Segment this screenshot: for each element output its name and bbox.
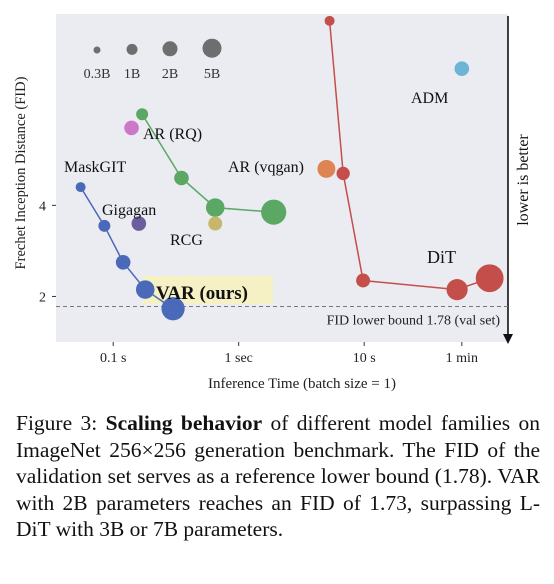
data-point <box>317 159 336 178</box>
reference-line-label: FID lower bound 1.78 (val set) <box>327 313 501 328</box>
caption-lead: Figure 3: <box>16 411 106 435</box>
scaling-chart: 0.1 s 1 sec 10 s 1 min 2 4 Inference Time (bat… <box>13 14 532 392</box>
data-point <box>336 166 350 181</box>
data-point <box>475 264 504 293</box>
size-legend-label: 0.3B <box>84 67 111 82</box>
data-point <box>136 108 149 121</box>
data-point <box>324 15 335 26</box>
x-tick-label: 1 min <box>446 351 478 366</box>
var-label-highlight <box>143 276 273 304</box>
data-point <box>205 198 225 217</box>
caption-bold: Scaling behavior <box>105 411 263 435</box>
data-point <box>75 182 86 193</box>
data-point <box>161 297 185 321</box>
x-axis-label: Inference Time (batch size = 1) <box>208 376 396 392</box>
data-point <box>124 120 139 136</box>
data-point <box>454 61 470 76</box>
data-point <box>208 216 223 231</box>
data-point <box>115 254 131 270</box>
data-point <box>135 280 155 299</box>
plot-background <box>56 14 508 342</box>
x-tick-label: 0.1 s <box>100 351 126 366</box>
data-point <box>261 199 287 225</box>
figure-caption: Figure 3: Scaling behavior of different … <box>16 410 540 543</box>
caption-text: of different model families on ImageNet … <box>16 411 540 541</box>
series-line <box>141 113 274 213</box>
chart-svg: 0.1 s 1 sec 10 s 1 min 2 4 Inference Time (bat… <box>13 14 532 392</box>
data-point <box>98 219 111 232</box>
series-label: DiT <box>427 247 456 267</box>
size-legend-label: 5B <box>204 67 220 82</box>
var-label: VAR (ours) <box>156 283 248 304</box>
y-axis-label: Frechet Inception Distance (FID) <box>13 76 29 269</box>
size-legend-label: 2B <box>162 67 178 82</box>
size-legend-marker <box>126 43 138 55</box>
data-point <box>131 216 147 231</box>
x-tick-label: 1 sec <box>225 351 253 366</box>
data-point <box>446 279 468 301</box>
data-point <box>174 170 189 186</box>
y-tick-label: 4 <box>39 199 46 214</box>
size-legend-marker <box>202 38 222 58</box>
series-label: Gigagan <box>102 202 156 219</box>
series-label: AR (vqgan) <box>228 159 304 176</box>
size-legend-label: 1B <box>124 67 140 82</box>
size-legend-marker <box>162 41 178 57</box>
series-label: ADM <box>411 90 448 107</box>
size-legend-marker <box>93 46 101 54</box>
y-tick-label: 2 <box>39 290 46 305</box>
series-label: AR (RQ) <box>143 126 202 143</box>
arrow-head <box>503 334 513 344</box>
data-point <box>356 273 371 288</box>
series-label: RCG <box>170 232 203 249</box>
series-label: MaskGIT <box>64 159 126 176</box>
lower-is-better-label: lower is better <box>515 134 532 226</box>
x-tick-label: 10 s <box>353 351 376 366</box>
